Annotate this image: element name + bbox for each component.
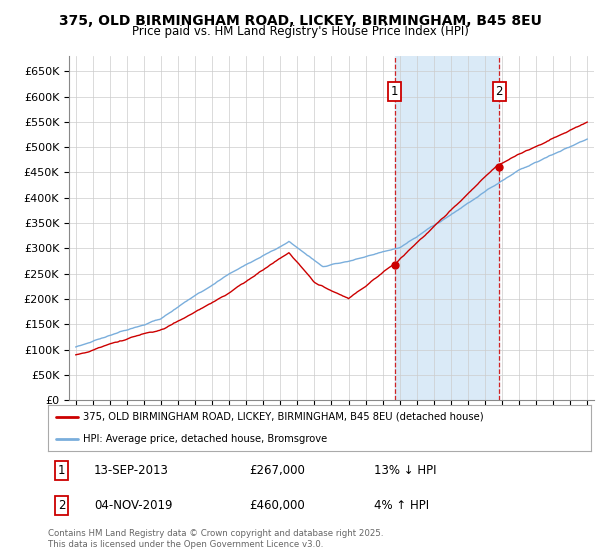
Text: 1: 1 (58, 464, 65, 477)
Text: £267,000: £267,000 (249, 464, 305, 477)
Text: 2: 2 (496, 85, 503, 98)
Text: 375, OLD BIRMINGHAM ROAD, LICKEY, BIRMINGHAM, B45 8EU: 375, OLD BIRMINGHAM ROAD, LICKEY, BIRMIN… (59, 14, 541, 28)
Text: 1: 1 (391, 85, 398, 98)
Text: £460,000: £460,000 (249, 498, 305, 512)
Text: 4% ↑ HPI: 4% ↑ HPI (374, 498, 429, 512)
Text: 04-NOV-2019: 04-NOV-2019 (94, 498, 173, 512)
Text: 2: 2 (58, 498, 65, 512)
Text: Contains HM Land Registry data © Crown copyright and database right 2025.
This d: Contains HM Land Registry data © Crown c… (48, 529, 383, 549)
Text: 13% ↓ HPI: 13% ↓ HPI (374, 464, 436, 477)
Text: HPI: Average price, detached house, Bromsgrove: HPI: Average price, detached house, Brom… (83, 434, 328, 444)
Text: Price paid vs. HM Land Registry's House Price Index (HPI): Price paid vs. HM Land Registry's House … (131, 25, 469, 38)
Text: 13-SEP-2013: 13-SEP-2013 (94, 464, 169, 477)
Text: 375, OLD BIRMINGHAM ROAD, LICKEY, BIRMINGHAM, B45 8EU (detached house): 375, OLD BIRMINGHAM ROAD, LICKEY, BIRMIN… (83, 412, 484, 422)
